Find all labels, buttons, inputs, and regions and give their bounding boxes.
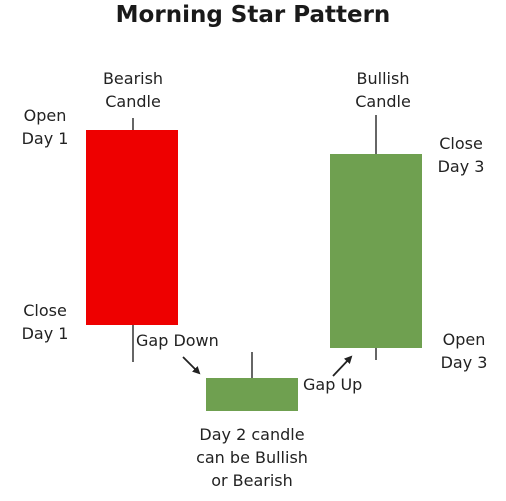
day2-note: Day 2 candle can be Bullish or Bearish <box>196 425 308 490</box>
close-day1-label: Close Day 1 <box>21 301 69 343</box>
day1-bearish-candle-body <box>86 130 178 325</box>
bullish-candle-label: Bullish Candle <box>355 69 411 111</box>
gap-up-label: Gap Up <box>303 375 363 394</box>
day2-candle-body <box>206 378 298 411</box>
gap-down-arrow <box>182 356 201 375</box>
open-day3-label: Open Day 3 <box>440 330 488 372</box>
day3-bullish-candle-body <box>330 154 422 348</box>
gap-up-arrow <box>332 355 353 377</box>
open-day1-label: Open Day 1 <box>21 106 69 148</box>
diagram-title: Morning Star Pattern <box>115 2 391 28</box>
close-day3-label: Close Day 3 <box>437 134 485 176</box>
bearish-candle-label: Bearish Candle <box>102 69 164 111</box>
gap-down-label: Gap Down <box>136 331 219 350</box>
